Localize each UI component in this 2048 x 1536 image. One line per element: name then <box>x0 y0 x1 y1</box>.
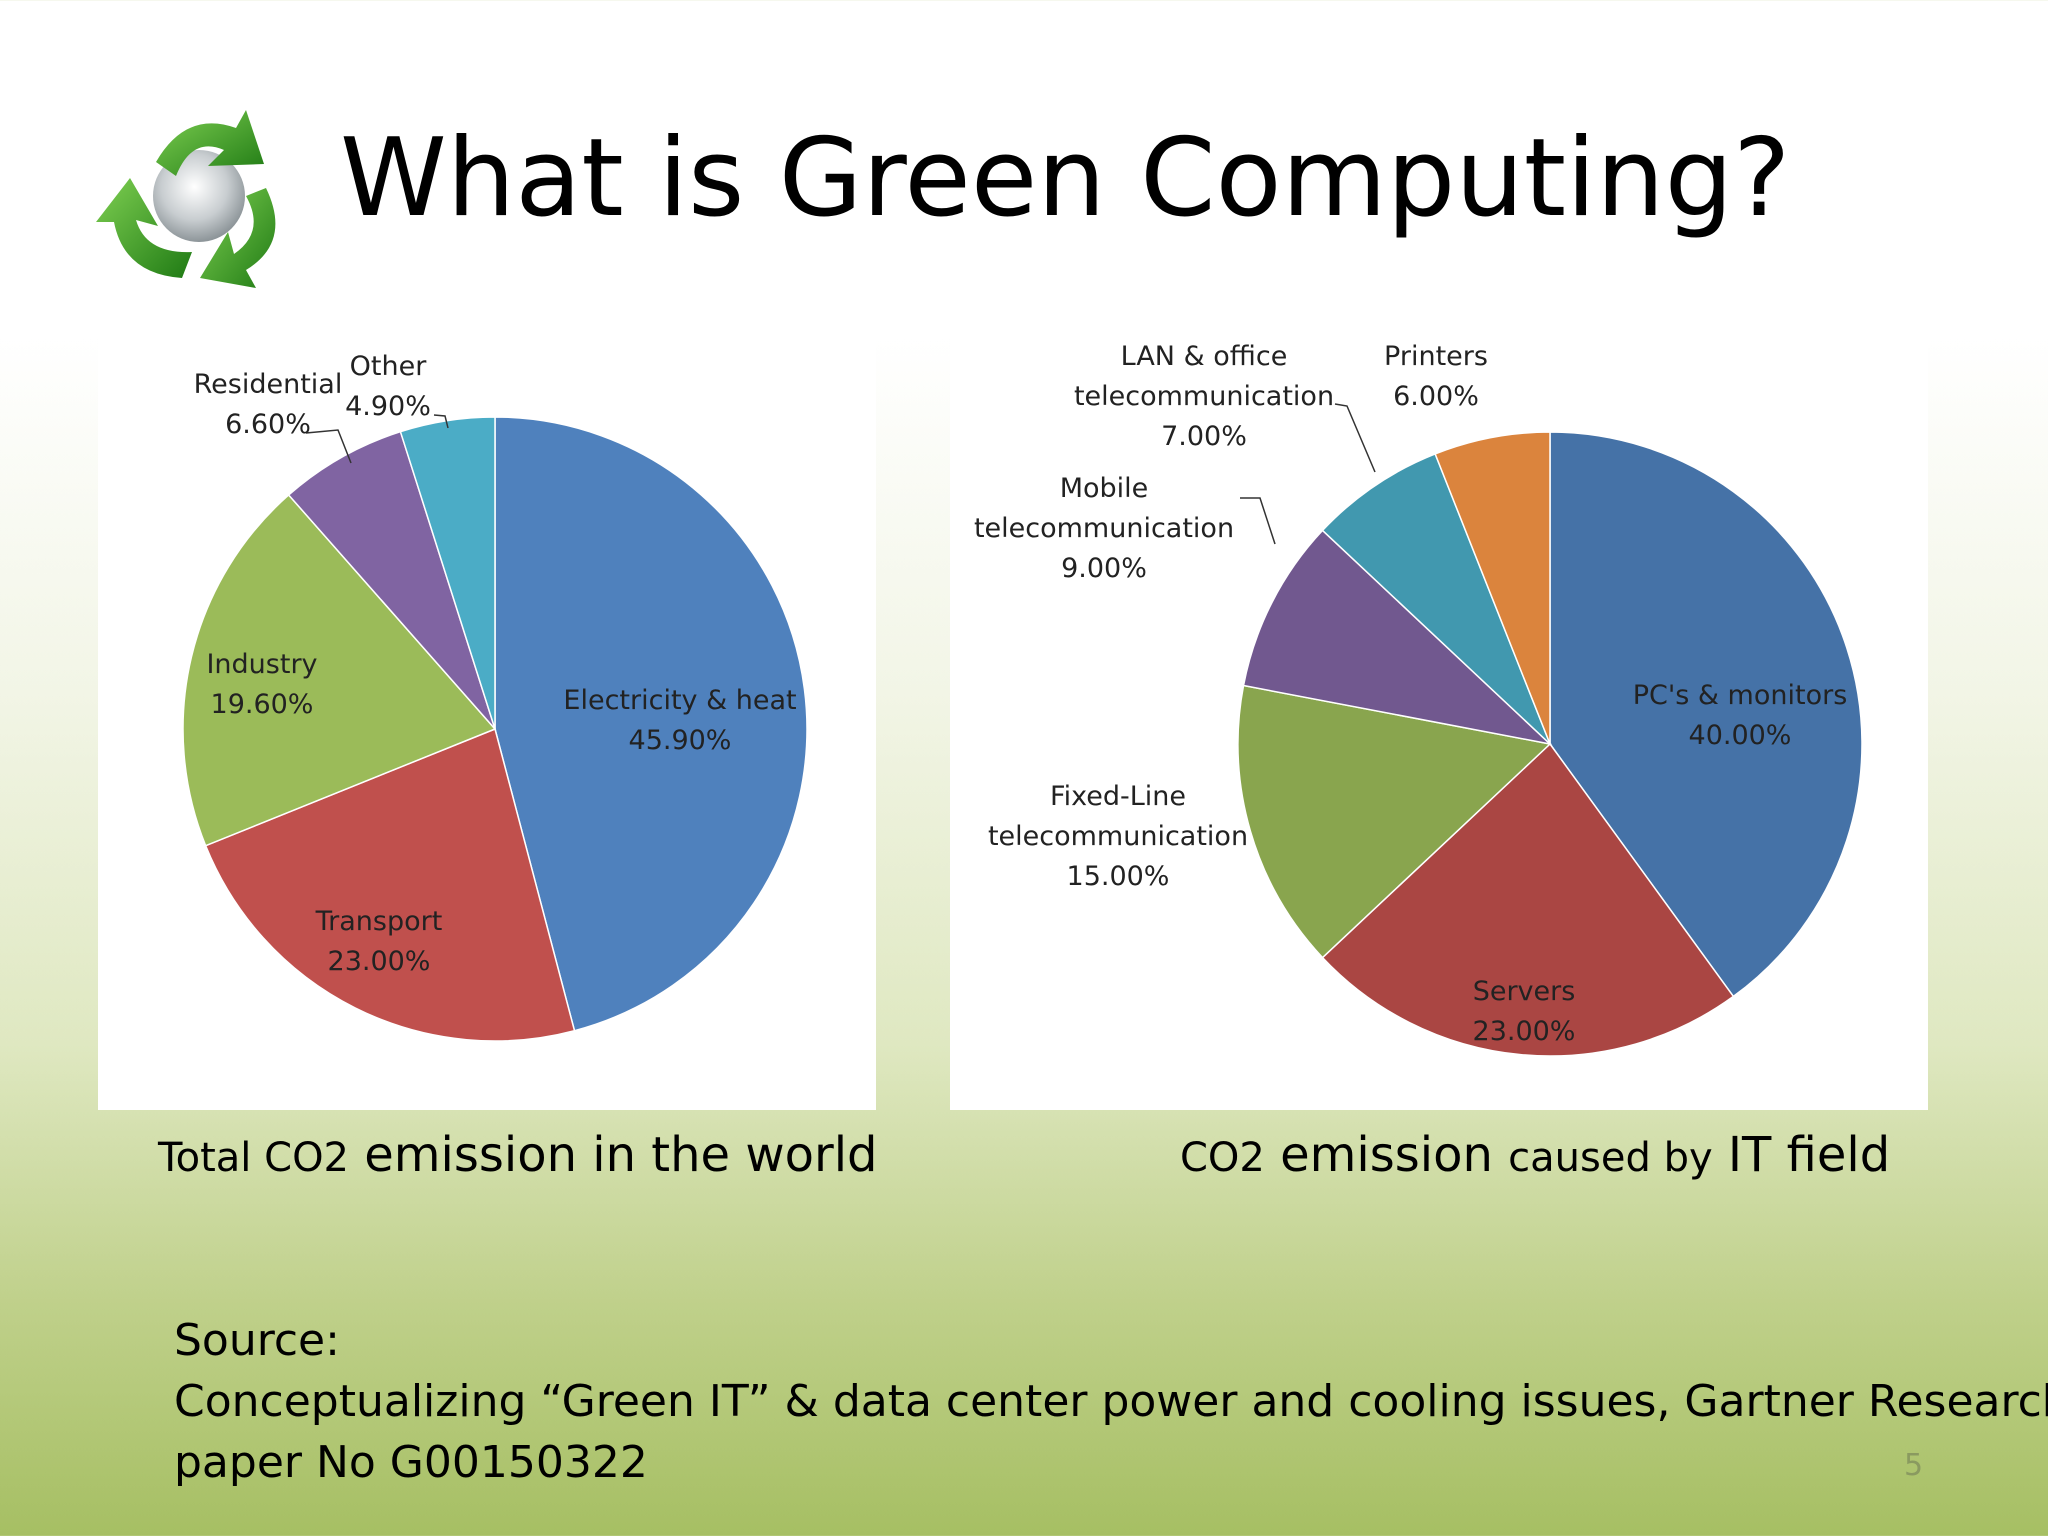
source-label: Source: <box>174 1315 340 1366</box>
slice-label-other: Other 4.90% <box>345 351 431 422</box>
caption-it-small: caused by <box>1508 1135 1713 1181</box>
slice-label-servers: Servers 23.00% <box>1473 976 1576 1047</box>
slice-label-industry: Industry 19.60% <box>206 649 317 720</box>
caption-world: Total CO2 emission in the world <box>158 1124 878 1186</box>
leader-line <box>305 429 352 464</box>
slice-label-mobile-telecommunication: Mobile telecommunication 9.00% <box>974 473 1234 584</box>
pie-slice-electricity-heat <box>494 416 808 1032</box>
caption-it-sub: 2 <box>1239 1135 1265 1181</box>
pie-slice-servers <box>1321 742 1735 1057</box>
page-number: 5 <box>1904 1448 1924 1483</box>
pie-slice-transport <box>204 727 576 1042</box>
caption-world-post: emission in the world <box>349 1127 878 1183</box>
pie-slice-pc-s-monitors <box>1549 431 1863 998</box>
slice-label-lan-office-telecommunication: LAN & office telecommunication 7.00% <box>1074 341 1334 452</box>
recycle-icon <box>96 110 276 288</box>
pie-slice-mobile-telecommunication <box>1242 529 1553 746</box>
chart-panel-world: Electricity & heat 45.90% Transport 23.00% I… <box>98 336 876 1110</box>
pie-slice-lan-office-telecommunication <box>1321 452 1551 745</box>
caption-world-pre: Total CO <box>158 1135 324 1181</box>
pie-chart-it: PC's & monitors 40.00% Servers 23.00% Fixed-… <box>974 341 1863 1057</box>
pie-slice-industry <box>182 493 497 847</box>
slice-label-electricity-heat: Electricity & heat 45.90% <box>563 685 796 756</box>
source-citation: Source: Conceptualizing “Green IT” & dat… <box>174 1310 2048 1493</box>
pie-slice-residential <box>287 430 496 730</box>
slice-label-transport: Transport 23.00% <box>315 906 443 977</box>
leader-line <box>433 414 449 429</box>
caption-it: CO2 emission caused by IT field <box>1180 1124 1890 1186</box>
slice-label-residential: Residential 6.60% <box>194 369 343 440</box>
leader-line <box>1240 497 1276 545</box>
caption-it-post: IT field <box>1712 1127 1891 1183</box>
caption-it-mid: emission <box>1264 1127 1509 1183</box>
page-title: What is Green Computing? <box>340 116 1791 241</box>
chart-panel-it: PC's & monitors 40.00% Servers 23.00% Fixed-… <box>950 336 1928 1110</box>
slice-label-fixed-line-telecommunication: Fixed-Line telecommunication 15.00% <box>988 781 1248 892</box>
leader-line <box>1334 403 1376 473</box>
source-line-2: paper No G00150322 <box>174 1437 648 1488</box>
logo <box>96 92 302 296</box>
caption-it-pre: CO <box>1180 1135 1240 1181</box>
source-line-1: Conceptualizing “Green IT” & data center… <box>174 1376 2048 1427</box>
slice-label-pc-s-monitors: PC's & monitors 40.00% <box>1633 680 1848 751</box>
pie-slice-other <box>399 416 496 730</box>
pie-chart-world: Electricity & heat 45.90% Transport 23.00% I… <box>182 351 808 1042</box>
caption-world-sub: 2 <box>323 1135 349 1181</box>
slice-label-printers: Printers 6.00% <box>1384 341 1488 412</box>
pie-slice-fixed-line-telecommunication <box>1237 684 1552 959</box>
pie-slice-printers <box>1434 431 1551 745</box>
